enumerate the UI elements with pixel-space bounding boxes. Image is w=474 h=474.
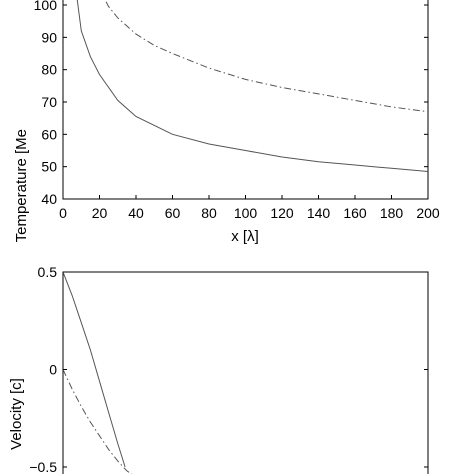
temperature-x-tick-label: 120 (270, 205, 294, 221)
velocity-series-solid-line (63, 272, 126, 468)
velocity-y-tick-label: 0.5 (38, 264, 58, 280)
velocity-series-dashdot-line (63, 369, 133, 474)
temperature-x-tick-label: 180 (380, 205, 404, 221)
temperature-panel: 0 20 40 60 80 100 120 140 160 180 200 40 50 60 70 80 90… (13, 0, 440, 245)
temperature-x-tick-label: 160 (343, 205, 367, 221)
temperature-y-tick-label: 40 (41, 191, 57, 207)
velocity-series-group (63, 272, 133, 474)
temperature-y-tick-label: 80 (41, 62, 57, 78)
temperature-y-tick-label: 90 (41, 29, 57, 45)
velocity-y-ticks: 0.5 0 −0.5 (29, 264, 428, 474)
temperature-x-tick-label: 140 (307, 205, 331, 221)
temperature-x-tick-label: 60 (165, 205, 181, 221)
velocity-y-tick-label: −0.5 (29, 459, 57, 474)
velocity-y-tick-label: 0 (49, 362, 57, 378)
temperature-x-tick-label: 200 (416, 205, 440, 221)
temperature-x-tick-label: 20 (92, 205, 108, 221)
temperature-y-ticks: 40 50 60 70 80 90 100 (34, 0, 428, 207)
temperature-series-group (76, 0, 428, 172)
temperature-y-tick-label: 60 (41, 126, 57, 142)
temperature-y-tick-label: 70 (41, 94, 57, 110)
temperature-x-tick-label: 100 (234, 205, 258, 221)
temperature-series-dashdot-line (104, 0, 428, 113)
velocity-plot-frame (62, 271, 429, 474)
velocity-panel: 0.5 0 −0.5 Velocity [c] (8, 264, 429, 474)
temperature-y-tick-label: 50 (41, 159, 57, 175)
temperature-series-solid-line (76, 0, 428, 172)
temperature-x-axis-label: x [λ] (231, 228, 259, 245)
temperature-y-tick-label: 100 (34, 0, 58, 13)
temperature-y-axis-label: Temperature [Me (13, 129, 30, 242)
temperature-x-ticks: 0 20 40 60 80 100 120 140 160 180 200 (59, 195, 440, 221)
temperature-x-tick-label: 40 (128, 205, 144, 221)
velocity-y-axis-label: Velocity [c] (8, 378, 25, 450)
temperature-x-tick-label: 0 (59, 205, 67, 221)
temperature-x-tick-label: 80 (201, 205, 217, 221)
